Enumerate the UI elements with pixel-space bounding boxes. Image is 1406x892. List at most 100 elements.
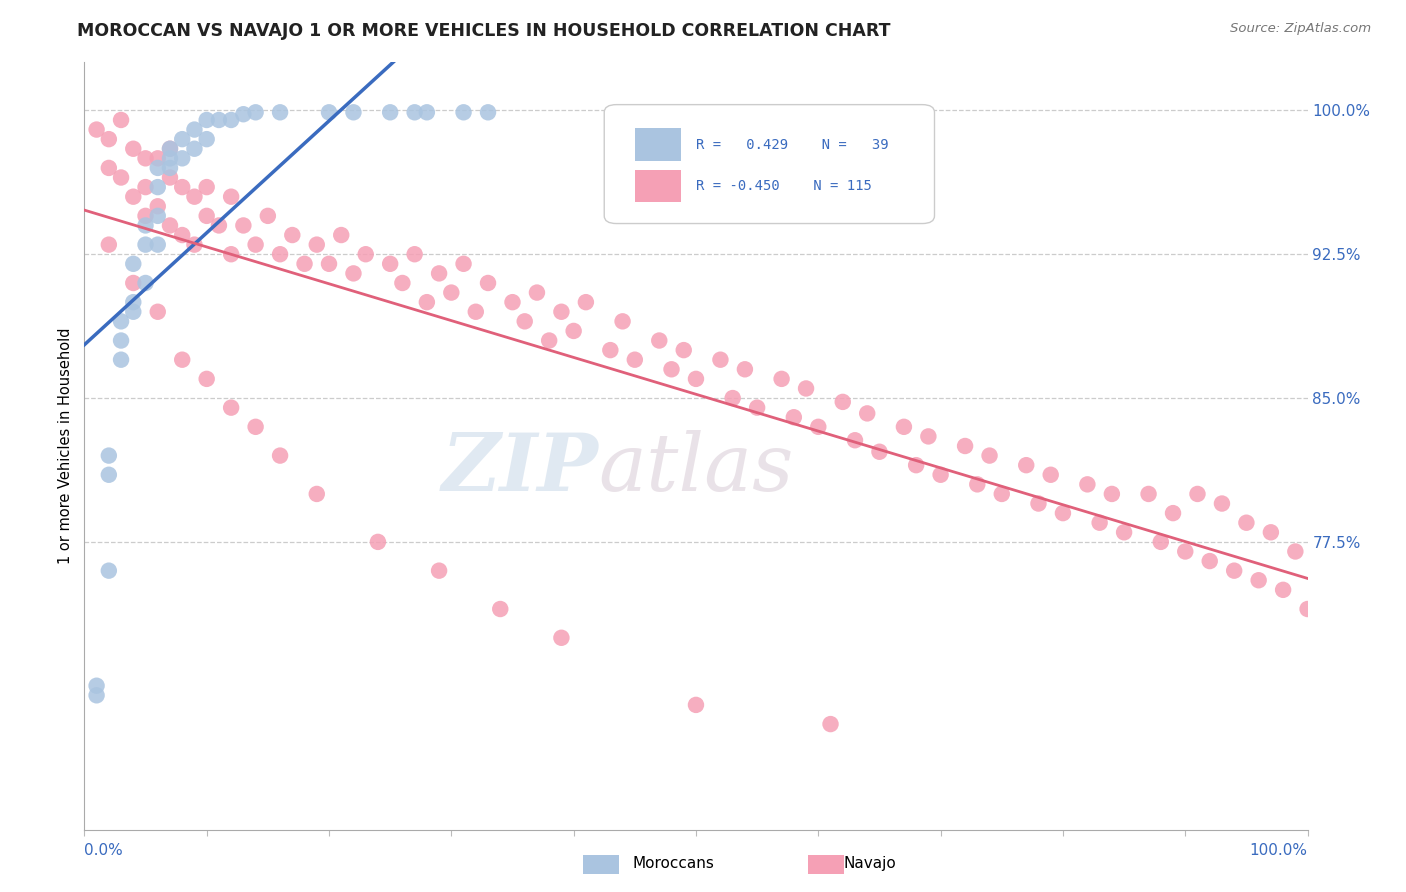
Point — [979, 449, 1001, 463]
Point — [135, 219, 157, 233]
Point — [550, 304, 572, 318]
Point — [159, 161, 181, 175]
Point — [905, 458, 928, 472]
Point — [122, 142, 145, 156]
Point — [269, 105, 291, 120]
Point — [97, 564, 120, 578]
Point — [1028, 496, 1050, 510]
Bar — [636, 128, 682, 161]
Point — [232, 219, 254, 233]
Point — [1137, 487, 1160, 501]
Point — [208, 219, 231, 233]
Point — [122, 189, 145, 203]
Point — [464, 304, 486, 318]
Point — [135, 209, 157, 223]
Point — [135, 237, 157, 252]
Point — [1076, 477, 1098, 491]
Point — [172, 227, 194, 242]
Point — [86, 689, 108, 703]
Point — [661, 362, 683, 376]
Point — [97, 161, 120, 175]
Point — [195, 112, 218, 127]
Point — [195, 132, 218, 146]
Point — [893, 419, 915, 434]
Point — [1223, 564, 1246, 578]
Point — [122, 304, 145, 318]
Point — [146, 237, 169, 252]
Point — [159, 142, 181, 156]
Point — [648, 334, 671, 348]
Point — [135, 276, 157, 290]
Point — [1198, 554, 1220, 568]
Point — [869, 444, 891, 458]
Point — [342, 105, 364, 120]
Point — [330, 227, 353, 242]
Point — [575, 295, 598, 310]
Point — [219, 189, 242, 203]
Point — [380, 257, 402, 271]
Point — [97, 467, 120, 482]
Point — [1161, 506, 1184, 520]
Point — [146, 161, 169, 175]
Point — [281, 227, 304, 242]
Point — [599, 343, 621, 357]
Point — [820, 717, 842, 731]
Point — [135, 180, 157, 194]
Text: 0.0%: 0.0% — [84, 843, 124, 858]
Point — [159, 151, 181, 165]
Point — [183, 122, 205, 136]
Point — [1187, 487, 1209, 501]
Point — [391, 276, 413, 290]
Point — [672, 343, 695, 357]
Point — [1296, 602, 1319, 616]
Point — [489, 602, 512, 616]
Point — [97, 237, 120, 252]
Point — [427, 266, 450, 280]
Point — [562, 324, 585, 338]
Text: R = -0.450    N = 115: R = -0.450 N = 115 — [696, 179, 872, 193]
Point — [380, 105, 402, 120]
Point — [1150, 534, 1173, 549]
Point — [367, 534, 389, 549]
Point — [269, 247, 291, 261]
Point — [416, 105, 439, 120]
Point — [219, 401, 242, 415]
Point — [721, 391, 744, 405]
Point — [734, 362, 756, 376]
Point — [685, 372, 707, 386]
Point — [122, 257, 145, 271]
Point — [245, 237, 267, 252]
Point — [538, 334, 561, 348]
Point — [917, 429, 939, 443]
Point — [1101, 487, 1123, 501]
Point — [513, 314, 536, 328]
Point — [183, 142, 205, 156]
Point — [783, 410, 806, 425]
Point — [1088, 516, 1111, 530]
Point — [122, 295, 145, 310]
Point — [856, 406, 879, 420]
Point — [953, 439, 976, 453]
Point — [172, 180, 194, 194]
Point — [1211, 496, 1233, 510]
Point — [122, 276, 145, 290]
Point — [342, 266, 364, 280]
Point — [318, 105, 340, 120]
Point — [1015, 458, 1038, 472]
Point — [257, 209, 280, 223]
Point — [159, 219, 181, 233]
Point — [526, 285, 548, 300]
Text: 100.0%: 100.0% — [1250, 843, 1308, 858]
Point — [146, 209, 169, 223]
Point — [172, 352, 194, 367]
Point — [427, 564, 450, 578]
Point — [550, 631, 572, 645]
Point — [1114, 525, 1136, 540]
Point — [146, 151, 169, 165]
Point — [269, 449, 291, 463]
Point — [232, 107, 254, 121]
Point — [685, 698, 707, 712]
Point — [1260, 525, 1282, 540]
Point — [110, 352, 132, 367]
Point — [354, 247, 377, 261]
